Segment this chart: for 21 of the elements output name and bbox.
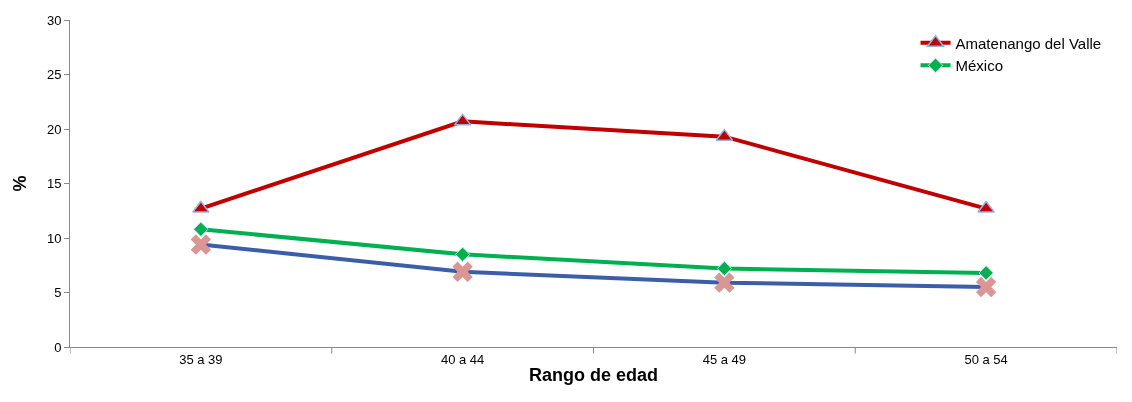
x-tick-label: 35 a 39 — [179, 351, 223, 367]
y-tick-label: 25 — [46, 67, 62, 83]
point — [192, 200, 210, 213]
x-tick-label: 45 a 49 — [702, 351, 747, 367]
y-tick-label: 20 — [46, 121, 62, 137]
point — [193, 221, 209, 237]
legend-label: México — [955, 57, 1004, 75]
y-axis-title: % — [10, 175, 31, 192]
y-tick-label: 15 — [46, 176, 62, 192]
y-tick-label: 0 — [54, 339, 62, 355]
x-tick-label: 50 a 54 — [964, 351, 1008, 367]
x-tick-label: 40 a 44 — [440, 351, 485, 367]
y-tick-label: 30 — [46, 12, 62, 28]
y-tick-label: 5 — [54, 285, 62, 301]
x-axis-title: Rango de edad — [528, 364, 659, 385]
point — [454, 246, 471, 262]
point — [978, 265, 994, 281]
point — [977, 200, 995, 213]
y-tick-label: 10 — [46, 230, 62, 246]
point — [716, 260, 733, 277]
legend-label: Amatenango del Valle — [955, 34, 1102, 52]
